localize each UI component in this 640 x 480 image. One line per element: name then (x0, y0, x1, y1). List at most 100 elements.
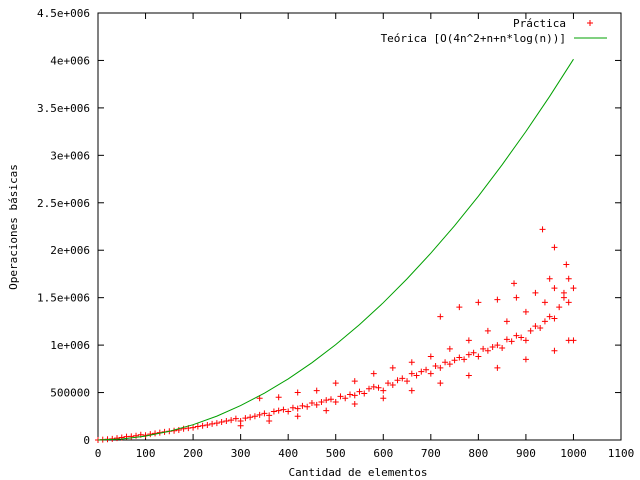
x-tick-label: 600 (373, 447, 393, 460)
data-point (318, 399, 325, 406)
y-tick-label: 0 (83, 434, 90, 447)
data-point (380, 387, 387, 394)
data-point (242, 415, 249, 422)
x-tick-label: 700 (421, 447, 441, 460)
data-point (480, 345, 487, 352)
legend-label: Práctica (513, 17, 566, 30)
data-point (423, 366, 430, 373)
theory-line (97, 58, 574, 441)
data-point (532, 323, 539, 330)
data-point (218, 418, 225, 425)
data-point (190, 424, 197, 431)
data-point (565, 275, 572, 282)
data-point (380, 395, 387, 402)
data-point (503, 318, 510, 325)
data-point (503, 336, 510, 343)
series-teorica (97, 58, 574, 441)
data-point (465, 337, 472, 344)
data-point (175, 427, 182, 434)
data-point (270, 408, 277, 415)
data-point (551, 285, 558, 292)
x-tick-label: 500 (326, 447, 346, 460)
data-point (351, 400, 358, 407)
legend: Práctica Teórica [O(4n^2+n+n*log(n))] (381, 17, 607, 45)
x-tick-label: 1000 (560, 447, 587, 460)
data-point (470, 349, 477, 356)
data-point (304, 403, 311, 410)
data-point (546, 275, 553, 282)
y-tick-label: 1e+006 (50, 339, 90, 352)
data-point (256, 411, 263, 418)
data-point (499, 344, 506, 351)
plot-frame (97, 12, 622, 441)
data-point (494, 296, 501, 303)
data-point (465, 372, 472, 379)
data-point (228, 417, 235, 424)
data-point (294, 389, 301, 396)
y-tick-label: 3e+006 (50, 149, 90, 162)
data-point (442, 359, 449, 366)
data-point (437, 380, 444, 387)
data-point (527, 327, 534, 334)
x-tick-label: 400 (278, 447, 298, 460)
y-tick-label: 3.5e+006 (37, 102, 90, 115)
data-point (522, 356, 529, 363)
data-point (408, 387, 415, 394)
data-point (275, 394, 282, 401)
data-point (385, 380, 392, 387)
data-point (361, 390, 368, 397)
data-point (461, 356, 468, 363)
data-point (209, 420, 216, 427)
data-point (518, 334, 525, 341)
x-tick-label: 100 (136, 447, 156, 460)
data-point (266, 418, 273, 425)
data-point (294, 413, 301, 420)
data-point (563, 261, 570, 268)
data-point (551, 347, 558, 354)
x-tick-label: 300 (231, 447, 251, 460)
data-point (551, 244, 558, 251)
data-point (408, 370, 415, 377)
ticks (97, 12, 622, 441)
data-point (394, 377, 401, 384)
data-point (465, 351, 472, 358)
data-point (213, 420, 220, 427)
data-point (275, 407, 282, 414)
data-point (551, 315, 558, 322)
data-point (261, 410, 268, 417)
data-point (570, 285, 577, 292)
data-point (418, 368, 425, 375)
data-point (194, 423, 201, 430)
data-point (256, 395, 263, 402)
data-point (313, 401, 320, 408)
data-point (451, 357, 458, 364)
data-point (560, 289, 567, 296)
data-point (337, 393, 344, 400)
data-point (346, 391, 353, 398)
tick-labels: 0 100 200 300 400 500 600 700 800 900 1000 1100 0 500… (37, 7, 634, 460)
data-point (456, 354, 463, 361)
data-point (128, 433, 135, 440)
legend-marker-swatch (587, 20, 593, 26)
data-point (147, 431, 154, 438)
data-point (370, 383, 377, 390)
data-point (427, 353, 434, 360)
data-point (332, 380, 339, 387)
data-point (285, 408, 292, 415)
data-point (489, 344, 496, 351)
data-point (389, 364, 396, 371)
legend-label: Teórica [O(4n^2+n+n*log(n))] (381, 32, 566, 45)
data-point (237, 422, 244, 429)
data-point (522, 308, 529, 315)
series-practica (95, 226, 577, 443)
data-point (332, 399, 339, 406)
x-tick-label: 800 (468, 447, 488, 460)
x-tick-label: 200 (183, 447, 203, 460)
data-point (437, 313, 444, 320)
data-point (289, 404, 296, 411)
data-point (323, 397, 330, 404)
data-point (494, 342, 501, 349)
data-point (513, 294, 520, 301)
x-tick-label: 0 (95, 447, 102, 460)
data-point (570, 337, 577, 344)
